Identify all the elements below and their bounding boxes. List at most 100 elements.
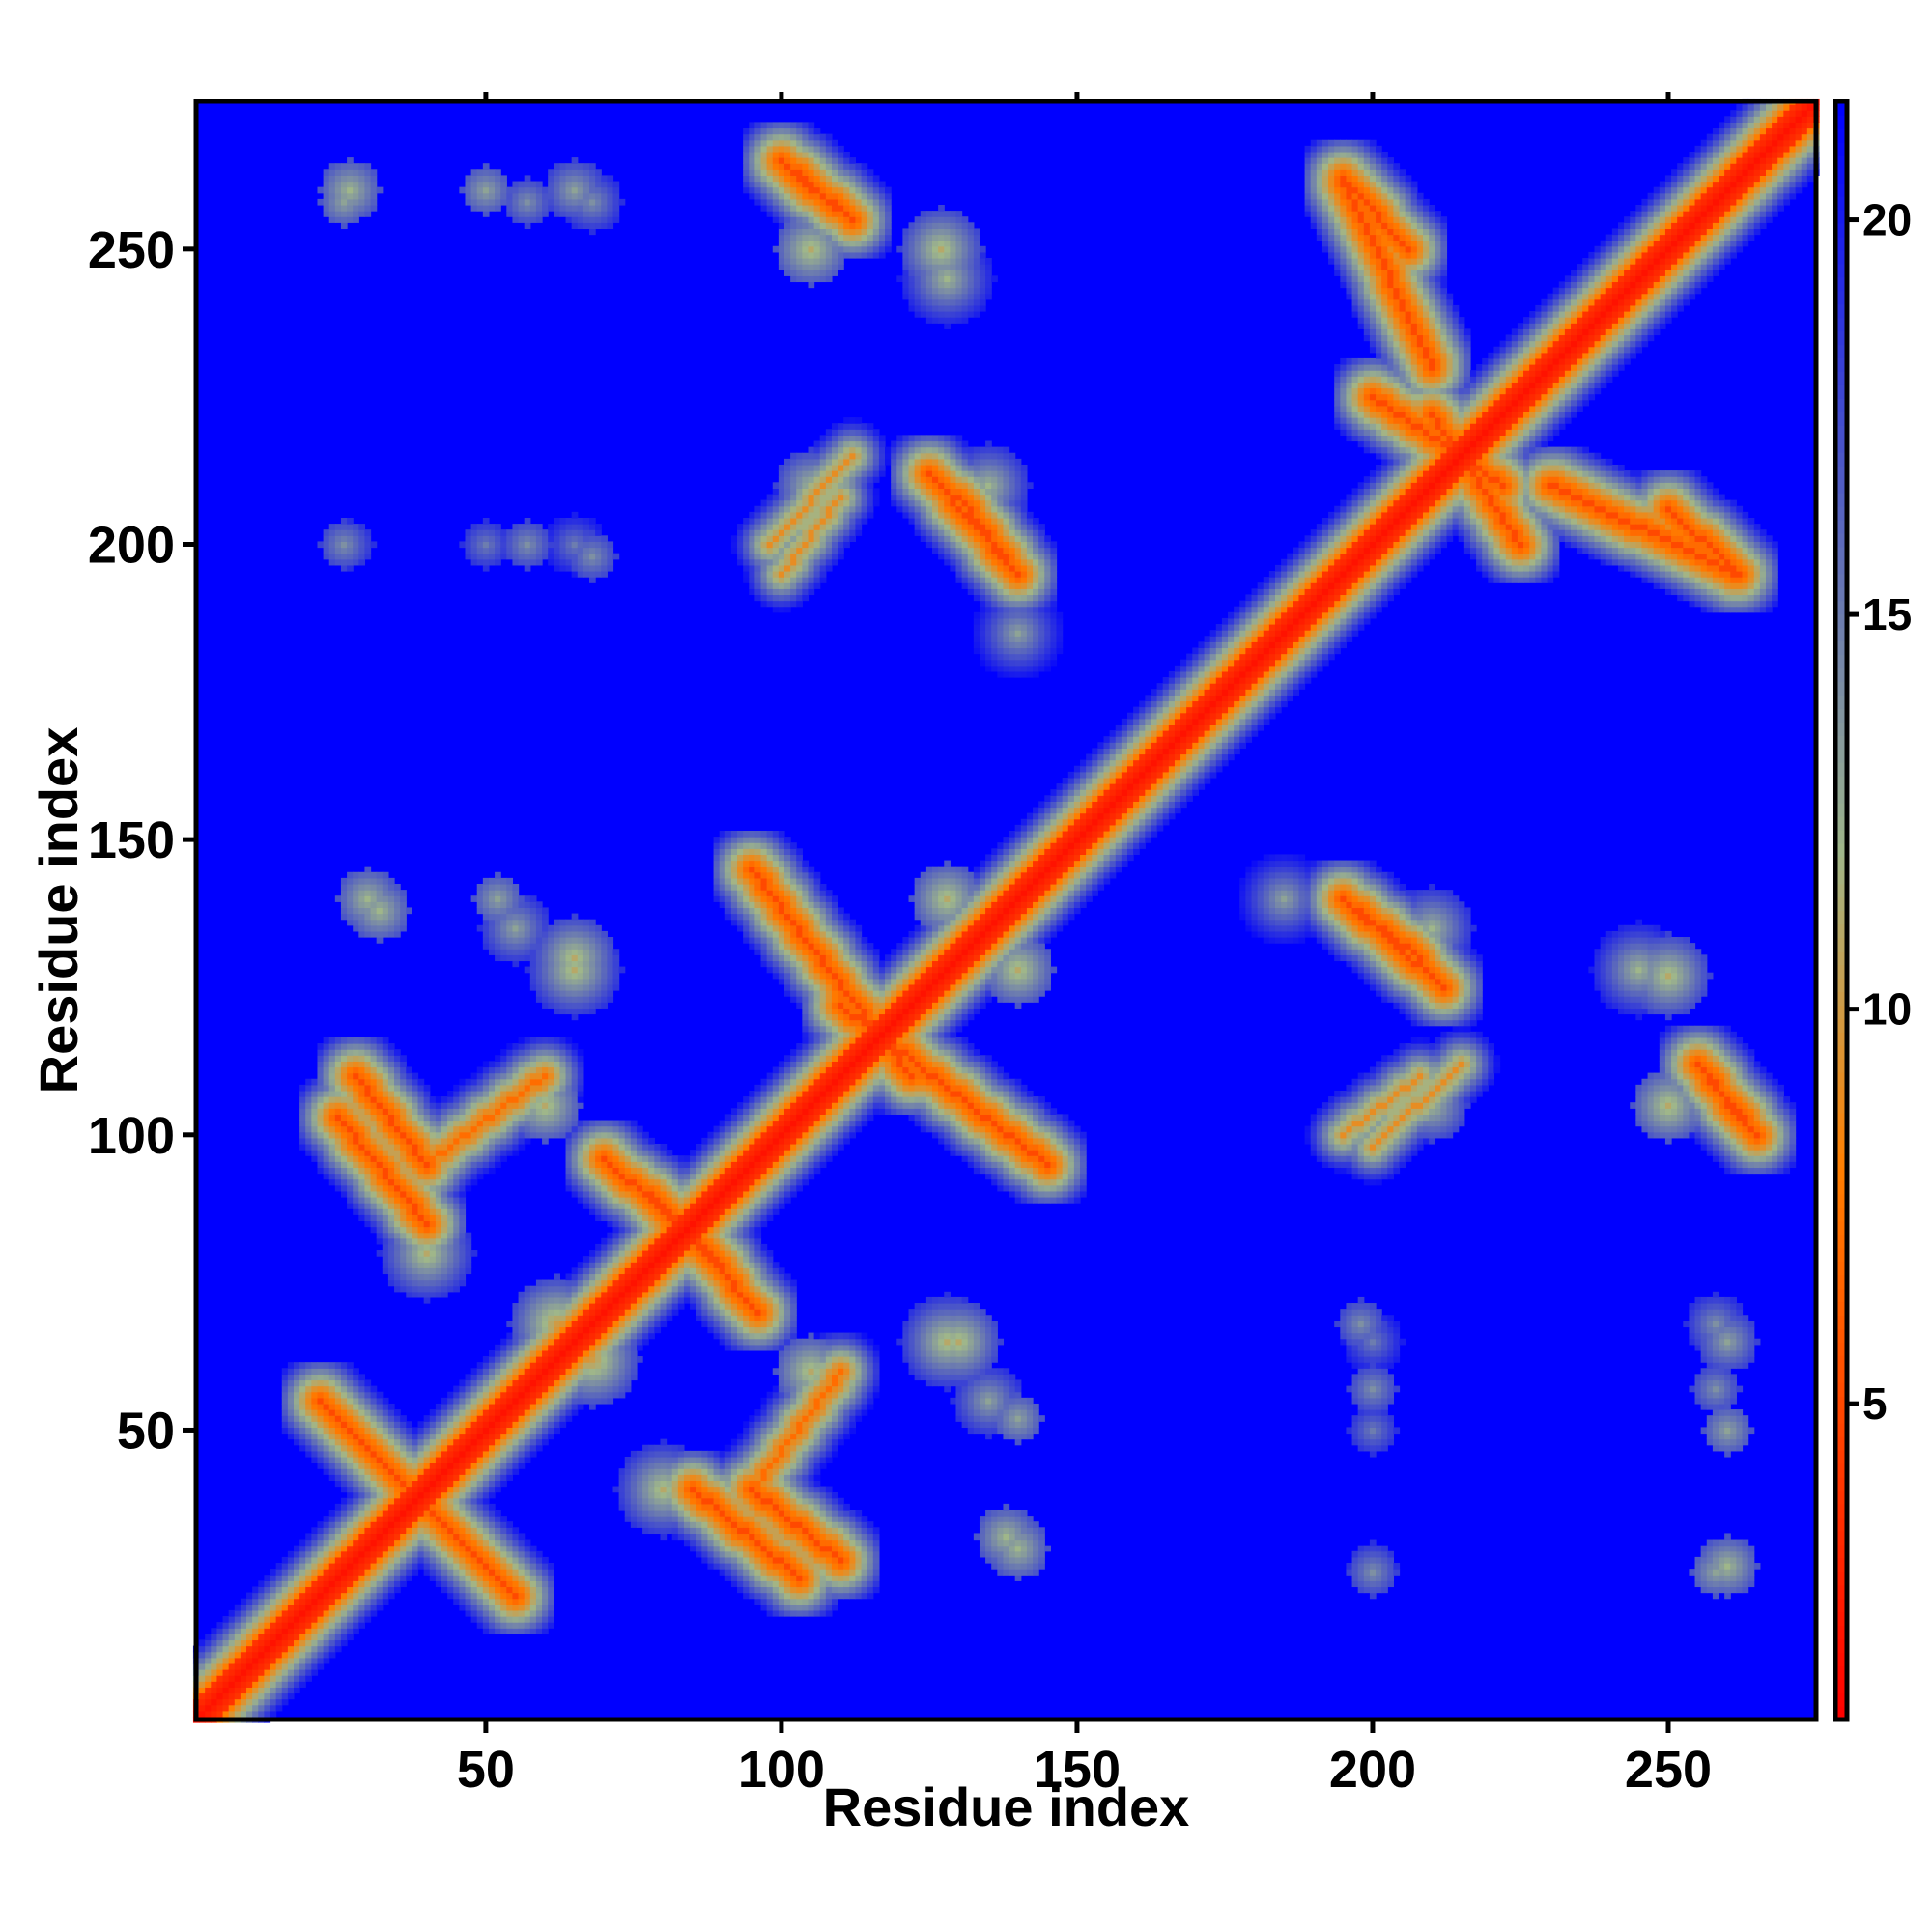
heatmap-cell xyxy=(205,1639,212,1646)
heatmap-cell xyxy=(364,169,371,176)
heatmap-cell xyxy=(495,1096,501,1103)
heatmap-cell xyxy=(412,1155,418,1162)
heatmap-cell xyxy=(566,1309,573,1316)
heatmap-cell xyxy=(453,1527,460,1534)
heatmap-cell xyxy=(324,1575,330,1581)
heatmap-cell xyxy=(294,1610,300,1617)
heatmap-cell xyxy=(506,1091,513,1097)
heatmap-cell xyxy=(512,954,519,961)
heatmap-cell xyxy=(412,1487,418,1493)
heatmap-cell xyxy=(548,1132,554,1139)
heatmap-cell xyxy=(199,1687,206,1693)
heatmap-cell xyxy=(324,1580,330,1587)
heatmap-cell xyxy=(489,1415,496,1422)
heatmap-cell xyxy=(578,1197,584,1204)
heatmap-cell xyxy=(625,1244,632,1251)
heatmap-cell xyxy=(377,1043,384,1050)
heatmap-cell xyxy=(525,1350,531,1357)
heatmap-cell xyxy=(572,920,579,926)
heatmap-cell xyxy=(500,1628,507,1634)
heatmap-cell xyxy=(542,541,549,548)
heatmap-cell xyxy=(377,1227,384,1234)
heatmap-cell xyxy=(459,1480,466,1487)
heatmap-cell xyxy=(258,1605,265,1611)
heatmap-cell xyxy=(341,199,348,206)
heatmap-cell xyxy=(335,1622,342,1629)
heatmap-cell xyxy=(441,1191,448,1198)
heatmap-cell xyxy=(430,1256,437,1263)
heatmap-cell xyxy=(371,1191,378,1198)
heatmap-cell xyxy=(477,1474,484,1481)
heatmap-cell xyxy=(512,1303,519,1310)
heatmap-cell xyxy=(347,535,354,542)
heatmap-cell xyxy=(441,1203,448,1209)
heatmap-cell xyxy=(536,559,543,566)
heatmap-cell xyxy=(459,1091,466,1097)
heatmap-cell xyxy=(329,1610,336,1617)
heatmap-cell xyxy=(412,1474,418,1481)
heatmap-cell xyxy=(406,1067,412,1074)
heatmap-cell xyxy=(335,1362,342,1369)
heatmap-cell xyxy=(329,205,336,212)
heatmap-cell xyxy=(353,1161,359,1168)
heatmap-cell xyxy=(324,1457,330,1463)
heatmap-cell xyxy=(205,1681,212,1688)
heatmap-cell xyxy=(394,1061,401,1067)
heatmap-cell xyxy=(394,1203,401,1209)
heatmap-cell xyxy=(483,1121,490,1127)
heatmap-cell xyxy=(305,1144,312,1151)
heatmap-cell xyxy=(583,1350,590,1357)
heatmap-cell xyxy=(223,1675,230,1682)
heatmap-cell xyxy=(578,979,584,985)
heatmap-cell xyxy=(607,187,613,194)
heatmap-cell xyxy=(418,1286,425,1293)
heatmap-cell xyxy=(353,1498,359,1505)
heatmap-cell xyxy=(371,1174,378,1180)
heatmap-cell xyxy=(548,1303,554,1310)
heatmap-cell xyxy=(589,1297,596,1304)
heatmap-cell xyxy=(270,1711,277,1718)
heatmap-cell xyxy=(607,199,613,206)
heatmap-cell xyxy=(525,529,531,536)
heatmap-cell xyxy=(347,1404,354,1410)
heatmap-cell xyxy=(625,1161,632,1168)
heatmap-cell xyxy=(489,1374,496,1380)
heatmap-cell xyxy=(430,1174,437,1180)
heatmap-cell xyxy=(601,535,608,542)
heatmap-cell xyxy=(453,1457,460,1463)
heatmap-cell xyxy=(525,1386,531,1393)
heatmap-cell xyxy=(619,1498,626,1505)
heatmap-cell xyxy=(536,990,543,997)
heatmap-cell xyxy=(377,1593,384,1600)
heatmap-cell xyxy=(418,1121,425,1127)
heatmap-cell xyxy=(324,1102,330,1109)
heatmap-cell xyxy=(205,1705,212,1712)
heatmap-cell xyxy=(607,1191,613,1198)
heatmap-cell xyxy=(447,1427,454,1434)
heatmap-cell xyxy=(471,1079,478,1086)
heatmap-cell xyxy=(595,1309,602,1316)
heatmap-cell xyxy=(358,1409,365,1416)
heatmap-cell xyxy=(625,1297,632,1304)
heatmap-cell xyxy=(589,1138,596,1145)
heatmap-cell xyxy=(583,571,590,578)
heatmap-cell xyxy=(305,1374,312,1380)
heatmap-cell xyxy=(383,1468,389,1475)
heatmap-cell xyxy=(525,1398,531,1405)
heatmap-cell xyxy=(583,175,590,182)
heatmap-cell xyxy=(489,1605,496,1611)
heatmap-cell xyxy=(530,1326,537,1333)
heatmap-cell xyxy=(500,937,507,944)
heatmap-cell xyxy=(383,1492,389,1499)
heatmap-cell xyxy=(294,1634,300,1640)
heatmap-cell xyxy=(441,1208,448,1215)
heatmap-cell xyxy=(324,1138,330,1145)
heatmap-cell xyxy=(483,1551,490,1558)
heatmap-cell xyxy=(495,1616,501,1623)
heatmap-cell xyxy=(294,1557,300,1564)
heatmap-cell xyxy=(506,1616,513,1623)
heatmap-cell xyxy=(631,1309,638,1316)
heatmap-cell xyxy=(364,1451,371,1458)
heatmap-cell xyxy=(383,1220,389,1227)
heatmap-cell xyxy=(394,1256,401,1263)
